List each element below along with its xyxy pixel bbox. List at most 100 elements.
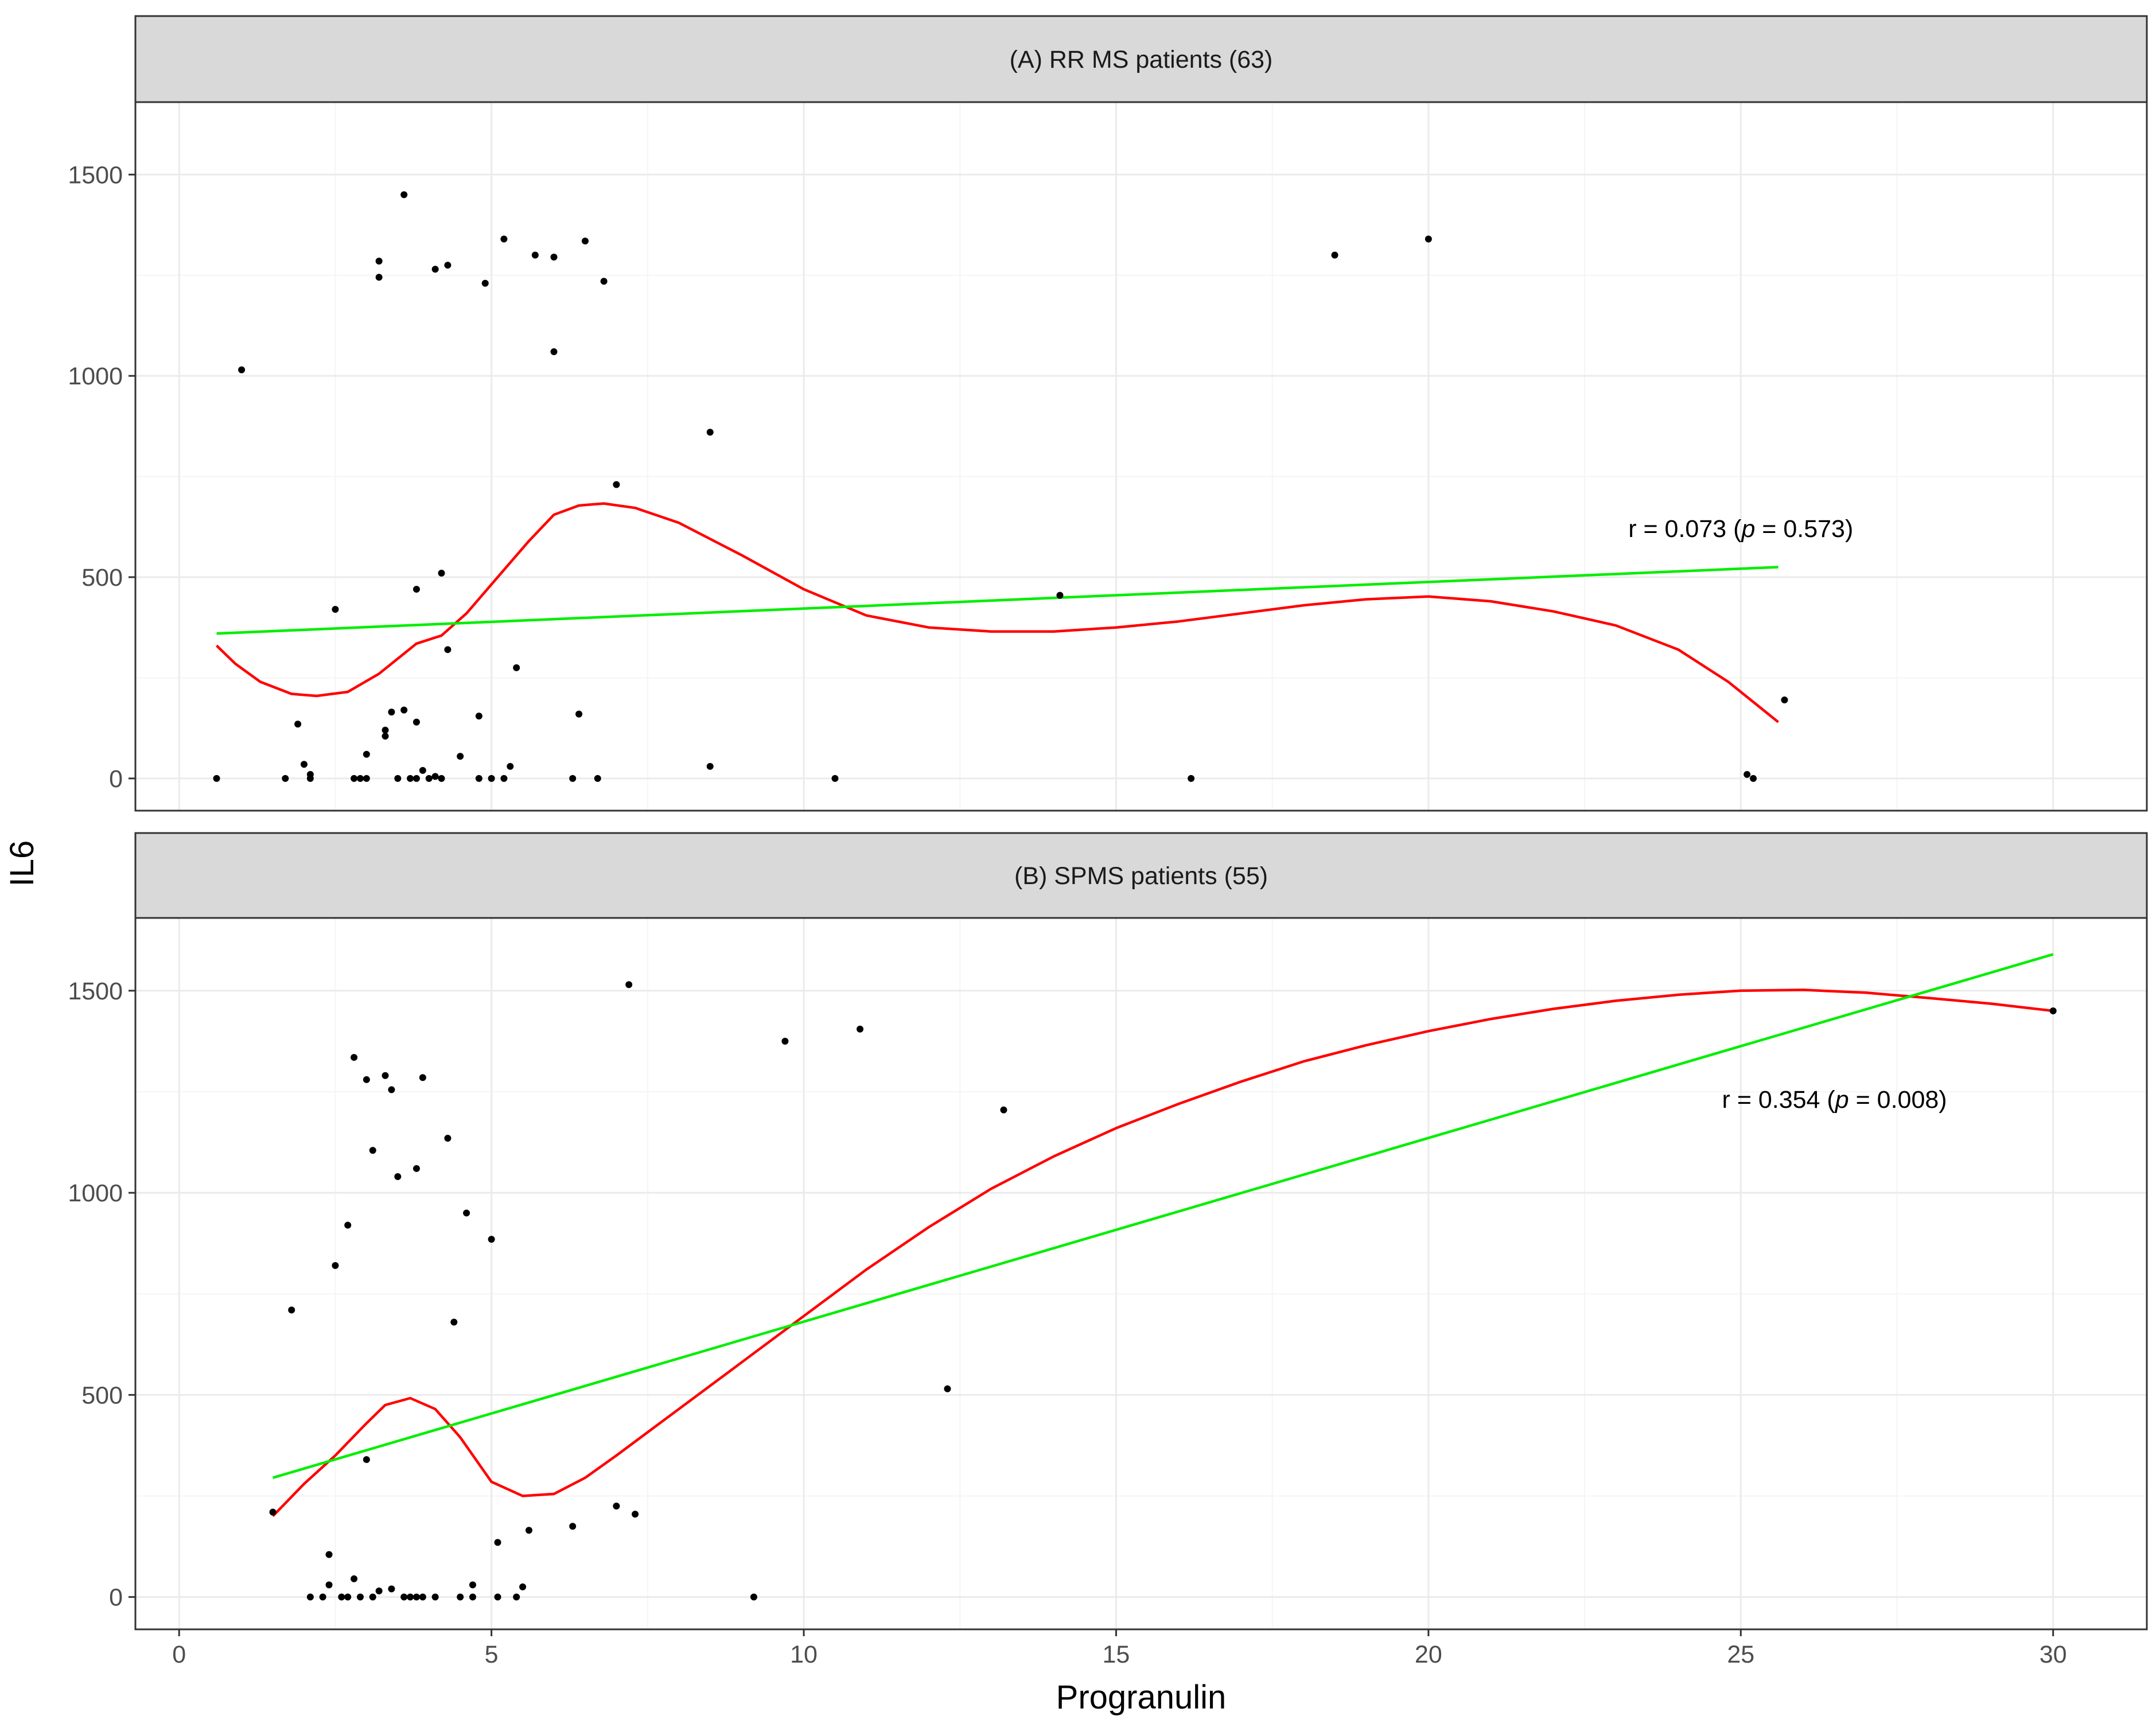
y-tick-label: 500 xyxy=(81,1381,123,1409)
y-tick-label: 1000 xyxy=(68,363,123,390)
panel-a-strip xyxy=(134,15,2148,103)
data-point xyxy=(600,278,608,285)
panel-a-strip-label: (A) RR MS patients (63) xyxy=(1010,46,1273,73)
x-tick-label: 25 xyxy=(1727,1641,1754,1668)
data-point xyxy=(344,1221,352,1229)
data-point xyxy=(407,775,414,782)
data-point xyxy=(382,1072,389,1079)
panel-b-correlation-annotation: r = 0.354 (p = 0.008) xyxy=(1722,1086,1947,1114)
loess-fit-line xyxy=(271,989,2053,1517)
data-point xyxy=(400,1593,408,1601)
data-point xyxy=(213,775,220,782)
data-point xyxy=(613,481,620,488)
x-axis-title: Progranulin xyxy=(1056,1679,1227,1716)
x-tick-label: 10 xyxy=(790,1641,818,1668)
data-point xyxy=(375,274,383,281)
data-point xyxy=(444,262,452,269)
data-point xyxy=(625,981,633,989)
data-point xyxy=(306,775,314,782)
data-point xyxy=(412,718,420,726)
data-point xyxy=(431,773,439,780)
data-point xyxy=(613,1503,620,1510)
panel-b-plot-background xyxy=(135,918,2147,1629)
data-point xyxy=(944,1385,951,1392)
panel-a-border xyxy=(134,101,2148,812)
data-point xyxy=(419,1074,426,1081)
data-point xyxy=(575,710,583,718)
data-point xyxy=(388,709,395,716)
data-point xyxy=(1188,775,1195,782)
data-point xyxy=(581,238,589,245)
data-point xyxy=(412,775,420,782)
data-point xyxy=(594,775,601,782)
data-point xyxy=(319,1593,326,1601)
x-tick-label: 0 xyxy=(172,1641,186,1668)
data-point xyxy=(294,721,302,728)
x-tick-label: 30 xyxy=(2040,1641,2067,1668)
data-point xyxy=(412,1593,420,1601)
data-point xyxy=(400,706,408,714)
data-point xyxy=(494,1539,501,1546)
panel-a-loess-fit xyxy=(215,502,1780,723)
data-point xyxy=(857,1025,864,1033)
data-point xyxy=(394,775,402,782)
data-point xyxy=(457,1593,464,1601)
data-point xyxy=(2049,1007,2057,1015)
data-point xyxy=(363,1076,370,1083)
data-point xyxy=(425,775,433,782)
panel-a-points xyxy=(213,191,1788,782)
data-point xyxy=(513,664,520,671)
panel-a-linear-fit xyxy=(216,566,1778,635)
data-point xyxy=(369,1147,376,1154)
y-tick-label: 1500 xyxy=(68,161,123,189)
loess-fit-line xyxy=(215,502,1780,723)
data-point xyxy=(382,733,389,740)
data-point xyxy=(388,1086,395,1093)
data-point xyxy=(375,1587,383,1595)
data-point xyxy=(706,762,714,770)
data-point xyxy=(519,1583,527,1591)
data-point xyxy=(1781,696,1788,704)
data-point xyxy=(412,1165,420,1172)
panel-b-points xyxy=(269,981,2057,1601)
data-point xyxy=(632,1511,639,1518)
data-point xyxy=(569,775,577,782)
data-point xyxy=(1056,591,1064,599)
data-point xyxy=(781,1037,789,1045)
data-point xyxy=(419,766,426,774)
panel-b-y-axis-ticks: 0 500 1000 1500 xyxy=(68,978,135,1612)
data-point xyxy=(1744,770,1751,778)
data-point xyxy=(338,1593,345,1601)
data-point xyxy=(382,726,389,734)
data-point xyxy=(288,1306,295,1314)
panel-b-border xyxy=(134,917,2148,1630)
data-point xyxy=(419,1593,426,1601)
data-point xyxy=(525,1527,532,1534)
data-point xyxy=(569,1523,577,1530)
data-point xyxy=(750,1593,757,1601)
data-point xyxy=(469,1581,476,1589)
panel-b-strip-label: (B) SPMS patients (55) xyxy=(1014,862,1268,890)
panel-a: (A) RR MS patients (63) r = 0.073 (p = 0… xyxy=(68,15,2148,812)
panel-b-gridlines xyxy=(135,918,2147,1629)
data-point xyxy=(412,586,420,593)
y-tick-label: 500 xyxy=(81,564,123,591)
data-point xyxy=(375,258,383,265)
data-point xyxy=(1331,251,1338,259)
linear-fit-line xyxy=(272,953,2054,1479)
data-point xyxy=(1000,1106,1007,1114)
data-point xyxy=(369,1593,376,1601)
data-point xyxy=(450,1318,458,1326)
data-point xyxy=(407,1593,414,1601)
y-tick-label: 1500 xyxy=(68,978,123,1005)
data-point xyxy=(306,1593,314,1601)
data-point xyxy=(394,1173,402,1180)
data-point xyxy=(388,1585,395,1593)
data-point xyxy=(351,1054,358,1061)
data-point xyxy=(831,775,839,782)
data-point xyxy=(488,1236,495,1243)
data-point xyxy=(269,1508,277,1516)
data-point xyxy=(363,1456,370,1464)
panel-b-linear-fit xyxy=(272,953,2054,1479)
